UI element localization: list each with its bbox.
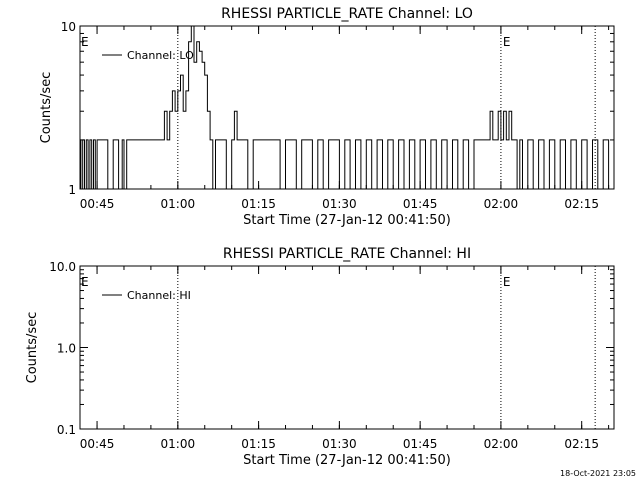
legend-entry: Channel: LO [127,49,194,62]
x-tick-label: 00:45 [80,197,115,211]
edge-marker-label: E [81,275,89,289]
event-marker-label: E [503,35,511,49]
y-tick-label: 10.0 [49,260,76,274]
legend-entry: Channel: HI [127,289,191,302]
y-tick-label: 10 [61,20,76,34]
y-tick-label: 0.1 [57,423,76,437]
y-axis-label: Counts/sec [39,72,54,144]
x-axis-label: Start Time (27-Jan-12 00:41:50) [243,213,451,228]
y-tick-label: 1.0 [57,342,76,356]
x-tick-label: 01:15 [241,437,276,451]
x-axis-label: Start Time (27-Jan-12 00:41:50) [243,453,451,468]
x-tick-label: 01:00 [161,437,196,451]
x-tick-label: 01:30 [322,197,357,211]
y-axis-label: Counts/sec [25,312,40,384]
x-tick-label: 02:00 [484,197,519,211]
x-tick-label: 01:00 [161,197,196,211]
event-marker-label: E [503,275,511,289]
series-line-lo [80,25,615,190]
x-tick-label: 02:15 [564,197,599,211]
chart-title: RHESSI PARTICLE_RATE Channel: LO [221,6,473,22]
chart-title: RHESSI PARTICLE_RATE Channel: HI [223,246,471,262]
edge-marker-label: E [81,35,89,49]
x-tick-label: 01:45 [403,437,438,451]
x-tick-label: 00:45 [80,437,115,451]
plot-frame [79,25,615,190]
footer-timestamp: 18-Oct-2021 23:05 [560,469,636,478]
x-tick-label: 02:15 [564,437,599,451]
x-tick-label: 01:30 [322,437,357,451]
y-tick-label: 1 [68,183,76,197]
x-tick-label: 02:00 [484,437,519,451]
x-tick-label: 01:15 [241,197,276,211]
x-tick-label: 01:45 [403,197,438,211]
